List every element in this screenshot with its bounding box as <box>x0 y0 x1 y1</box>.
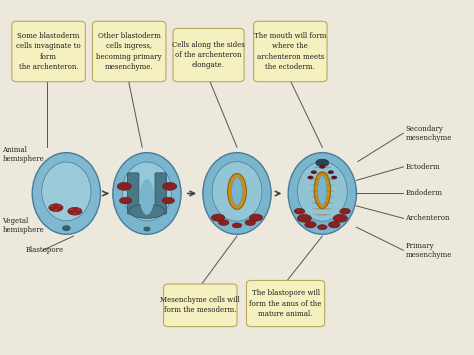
Ellipse shape <box>32 153 100 234</box>
Ellipse shape <box>288 153 356 234</box>
Ellipse shape <box>73 212 77 214</box>
Ellipse shape <box>305 222 316 228</box>
Ellipse shape <box>50 205 54 207</box>
Text: Vegetal
hemisphere: Vegetal hemisphere <box>2 217 44 234</box>
Ellipse shape <box>340 208 350 214</box>
Ellipse shape <box>308 176 313 179</box>
FancyBboxPatch shape <box>155 173 166 214</box>
Ellipse shape <box>113 153 181 234</box>
Ellipse shape <box>54 209 58 211</box>
Ellipse shape <box>297 162 347 221</box>
Text: The mouth will form
where the
archenteron meets
the ectoderm.: The mouth will form where the archentero… <box>254 32 327 71</box>
Ellipse shape <box>122 162 172 221</box>
Ellipse shape <box>212 162 262 221</box>
Ellipse shape <box>140 179 154 215</box>
Ellipse shape <box>318 175 327 205</box>
Ellipse shape <box>42 162 91 221</box>
Ellipse shape <box>328 170 334 174</box>
Ellipse shape <box>311 170 317 174</box>
FancyBboxPatch shape <box>246 280 325 327</box>
Text: Cells along the sides
of the archenteron
elongate.: Cells along the sides of the archenteron… <box>172 41 245 69</box>
Ellipse shape <box>314 172 330 209</box>
Text: Primary
mesenchyme: Primary mesenchyme <box>405 242 452 259</box>
Text: Ectoderm: Ectoderm <box>405 163 440 171</box>
Ellipse shape <box>313 167 331 168</box>
Text: Animal
hemisphere: Animal hemisphere <box>2 146 44 163</box>
Ellipse shape <box>316 159 329 166</box>
Ellipse shape <box>211 214 225 221</box>
Ellipse shape <box>311 202 334 204</box>
Text: Other blastoderm
cells ingress,
becoming primary
mesenchyme.: Other blastoderm cells ingress, becoming… <box>96 32 162 71</box>
Ellipse shape <box>68 207 82 215</box>
Ellipse shape <box>310 190 335 192</box>
Ellipse shape <box>129 204 165 218</box>
Text: Some blastoderm
cells invaginate to
form
the archenteron.: Some blastoderm cells invaginate to form… <box>16 32 81 71</box>
Ellipse shape <box>312 208 333 209</box>
Ellipse shape <box>49 204 63 212</box>
Ellipse shape <box>219 220 229 225</box>
Ellipse shape <box>228 174 246 209</box>
Ellipse shape <box>58 205 62 207</box>
Ellipse shape <box>249 214 263 221</box>
Ellipse shape <box>117 182 131 190</box>
Ellipse shape <box>333 214 347 222</box>
Ellipse shape <box>162 197 174 204</box>
FancyBboxPatch shape <box>173 28 244 82</box>
Ellipse shape <box>317 161 328 162</box>
Ellipse shape <box>144 227 150 231</box>
Ellipse shape <box>297 214 311 222</box>
Ellipse shape <box>310 179 334 180</box>
FancyBboxPatch shape <box>254 21 327 82</box>
Ellipse shape <box>314 214 330 215</box>
Text: Archenteron: Archenteron <box>405 214 450 222</box>
Text: The blastopore will
form the anus of the
mature animal.: The blastopore will form the anus of the… <box>249 289 322 318</box>
Ellipse shape <box>310 196 334 198</box>
Text: Mesenchyme cells will
form the mesoderm.: Mesenchyme cells will form the mesoderm. <box>161 296 240 314</box>
Ellipse shape <box>318 225 327 230</box>
Ellipse shape <box>203 153 271 234</box>
Ellipse shape <box>232 223 242 228</box>
Ellipse shape <box>312 173 333 174</box>
Text: Blastopore: Blastopore <box>26 246 64 254</box>
Ellipse shape <box>63 226 70 231</box>
Ellipse shape <box>231 178 243 205</box>
Ellipse shape <box>245 220 255 225</box>
Text: Secondary
mesenchyme: Secondary mesenchyme <box>405 125 452 142</box>
Ellipse shape <box>331 176 337 179</box>
Ellipse shape <box>119 197 132 204</box>
Ellipse shape <box>163 182 177 190</box>
FancyBboxPatch shape <box>128 173 139 214</box>
FancyBboxPatch shape <box>92 21 166 82</box>
FancyBboxPatch shape <box>12 21 85 82</box>
Ellipse shape <box>294 208 305 214</box>
Ellipse shape <box>77 208 81 211</box>
Ellipse shape <box>328 222 340 228</box>
Ellipse shape <box>69 208 73 211</box>
Ellipse shape <box>319 165 325 168</box>
Text: Endoderm: Endoderm <box>405 190 442 197</box>
Ellipse shape <box>310 185 335 186</box>
FancyBboxPatch shape <box>164 284 237 327</box>
